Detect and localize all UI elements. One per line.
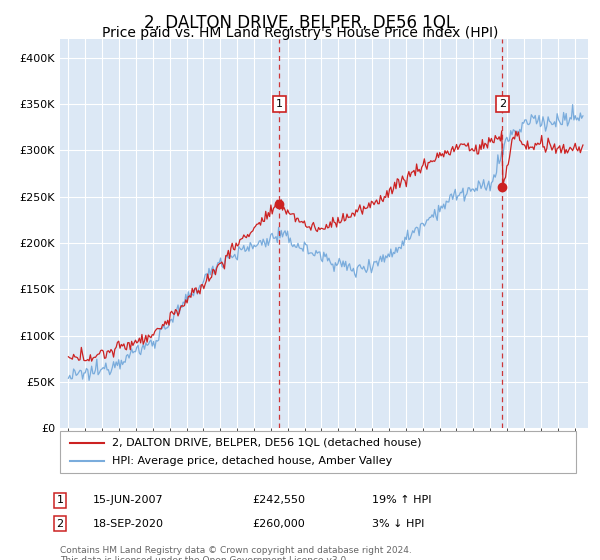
- Text: Price paid vs. HM Land Registry's House Price Index (HPI): Price paid vs. HM Land Registry's House …: [102, 26, 498, 40]
- Text: 2: 2: [499, 99, 506, 109]
- Text: HPI: Average price, detached house, Amber Valley: HPI: Average price, detached house, Ambe…: [112, 456, 392, 466]
- Text: 1: 1: [276, 99, 283, 109]
- Text: 3% ↓ HPI: 3% ↓ HPI: [372, 519, 424, 529]
- Text: £242,550: £242,550: [252, 495, 305, 505]
- Text: 2, DALTON DRIVE, BELPER, DE56 1QL (detached house): 2, DALTON DRIVE, BELPER, DE56 1QL (detac…: [112, 438, 421, 448]
- FancyBboxPatch shape: [60, 431, 576, 473]
- Text: 19% ↑ HPI: 19% ↑ HPI: [372, 495, 431, 505]
- Text: 1: 1: [56, 495, 64, 505]
- Text: 2: 2: [56, 519, 64, 529]
- Text: 2, DALTON DRIVE, BELPER, DE56 1QL: 2, DALTON DRIVE, BELPER, DE56 1QL: [145, 14, 455, 32]
- Text: £260,000: £260,000: [252, 519, 305, 529]
- Text: 18-SEP-2020: 18-SEP-2020: [93, 519, 164, 529]
- Text: Contains HM Land Registry data © Crown copyright and database right 2024.
This d: Contains HM Land Registry data © Crown c…: [60, 546, 412, 560]
- Text: 15-JUN-2007: 15-JUN-2007: [93, 495, 164, 505]
